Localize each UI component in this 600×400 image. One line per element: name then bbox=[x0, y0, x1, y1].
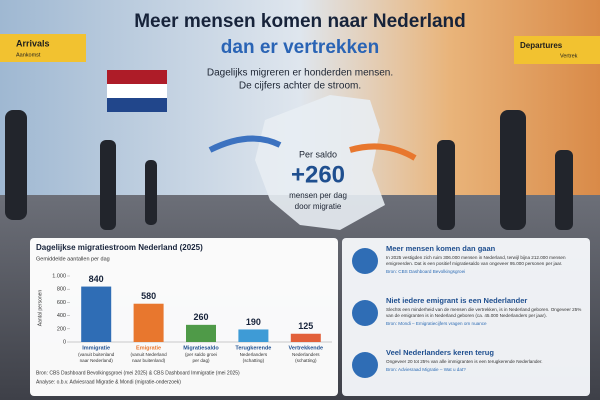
category-label: Emigratie bbox=[136, 345, 161, 351]
y-tick-label: 400 bbox=[57, 313, 66, 319]
fact-icon bbox=[352, 352, 378, 378]
balance-caption: door migratie bbox=[295, 202, 342, 211]
fact-icon bbox=[352, 300, 378, 326]
sign-text: Arrivals bbox=[16, 38, 50, 48]
subtitle: De cijfers achter de stroom. bbox=[239, 81, 361, 92]
fact-body: Ongeveer 20 tot 25% van alle immigranten… bbox=[386, 359, 543, 364]
bar bbox=[133, 303, 164, 342]
bar bbox=[81, 286, 112, 342]
y-tick-label: 600 bbox=[57, 300, 66, 306]
category-note: naar Nederland) bbox=[80, 358, 114, 363]
sign-text: Aankomst bbox=[16, 52, 41, 58]
sign bbox=[0, 34, 86, 62]
category-note: (schatting) bbox=[295, 358, 317, 363]
chart-subtitle: Gemiddelde aantallen per dag bbox=[36, 256, 110, 262]
category-label: Terugkerende bbox=[235, 345, 271, 351]
category-note: (vanuit buitenland bbox=[78, 352, 115, 357]
fact-source: Bron: CBS Dashboard Bevolkingsgroei bbox=[386, 268, 466, 274]
bar bbox=[238, 329, 269, 342]
fact-title: Niet iedere emigrant is een Nederlander bbox=[386, 296, 528, 305]
source: Bron: CBS Dashboard Bevolkingsgroei (mei… bbox=[36, 370, 240, 376]
fact-icon bbox=[352, 248, 378, 274]
fact-body: Slechts een minderheid van de mensen die… bbox=[386, 307, 582, 318]
fact: Veel Nederlanders keren terug Ongeveer 20… bbox=[386, 348, 586, 372]
fact-source: Bron: Mondi – Emigratiecijfers vragen om… bbox=[386, 320, 487, 326]
y-axis-label: Aantal personen bbox=[37, 290, 43, 327]
silhouettes bbox=[5, 110, 573, 230]
arrow-out bbox=[349, 143, 417, 161]
category-note: Nederlanders bbox=[240, 352, 268, 357]
flag bbox=[107, 98, 167, 112]
category-note: Nederlanders bbox=[292, 352, 320, 357]
flag bbox=[107, 70, 167, 84]
value-label: 125 bbox=[298, 321, 313, 331]
sign-text: Departures bbox=[520, 41, 563, 50]
flag bbox=[107, 84, 167, 98]
value-label: 190 bbox=[246, 317, 261, 327]
category-note: (schatting) bbox=[243, 358, 265, 363]
fact-body: In 2025 vestigden zich ruim 306.000 mens… bbox=[386, 255, 566, 266]
balance-value: +260 bbox=[291, 161, 345, 188]
fact-title: Meer mensen komen dan gaan bbox=[386, 244, 496, 253]
title: Meer mensen komen naar Nederland bbox=[134, 11, 466, 32]
value-label: 260 bbox=[193, 312, 208, 322]
fact-source: Bron: Adviesraad Migratie – Wat u dat? bbox=[386, 366, 466, 372]
sign-text: Vertrek bbox=[560, 53, 578, 59]
fact: Meer mensen komen dan gaan In 2025 vestig… bbox=[386, 244, 586, 274]
netherlands-map bbox=[255, 95, 385, 230]
category-label: Vertrekkende bbox=[289, 345, 324, 351]
bar bbox=[186, 324, 216, 342]
arrow-in bbox=[208, 135, 282, 153]
category-label: Migratiesaldo bbox=[183, 345, 219, 351]
category-note: (per saldo groei bbox=[185, 352, 217, 357]
value-label: 840 bbox=[89, 274, 104, 284]
value-label: 580 bbox=[141, 291, 156, 301]
category-label: Immigratie bbox=[82, 345, 110, 351]
title: dan er vertrekken bbox=[221, 37, 379, 58]
y-tick-label: 200 bbox=[57, 326, 66, 332]
balance-label: Per saldo bbox=[299, 149, 337, 159]
chart-panel bbox=[30, 238, 338, 396]
balance-caption: mensen per dag bbox=[289, 191, 347, 200]
category-note: naar buitenland) bbox=[132, 358, 166, 363]
fact: Niet iedere emigrant is een Nederlander S… bbox=[386, 296, 586, 326]
subtitle: Dagelijks migreren er honderden mensen. bbox=[207, 68, 393, 79]
y-tick-label: 0 bbox=[63, 339, 66, 345]
sign bbox=[514, 36, 600, 64]
category-note: (vanuit Nederland bbox=[130, 352, 167, 357]
chart-title: Dagelijkse migratiestroom Nederland (202… bbox=[36, 243, 203, 252]
bar bbox=[290, 333, 321, 342]
y-tick-label: 1.000 bbox=[52, 273, 66, 279]
category-note: per dag) bbox=[192, 358, 210, 363]
source: Analyse: o.b.v. Adviesraad Migratie & Mo… bbox=[36, 379, 181, 385]
y-tick-label: 800 bbox=[57, 287, 66, 293]
fact-title: Veel Nederlanders keren terug bbox=[386, 348, 494, 357]
facts-panel: Meer mensen komen dan gaan In 2025 vestig… bbox=[342, 238, 590, 396]
